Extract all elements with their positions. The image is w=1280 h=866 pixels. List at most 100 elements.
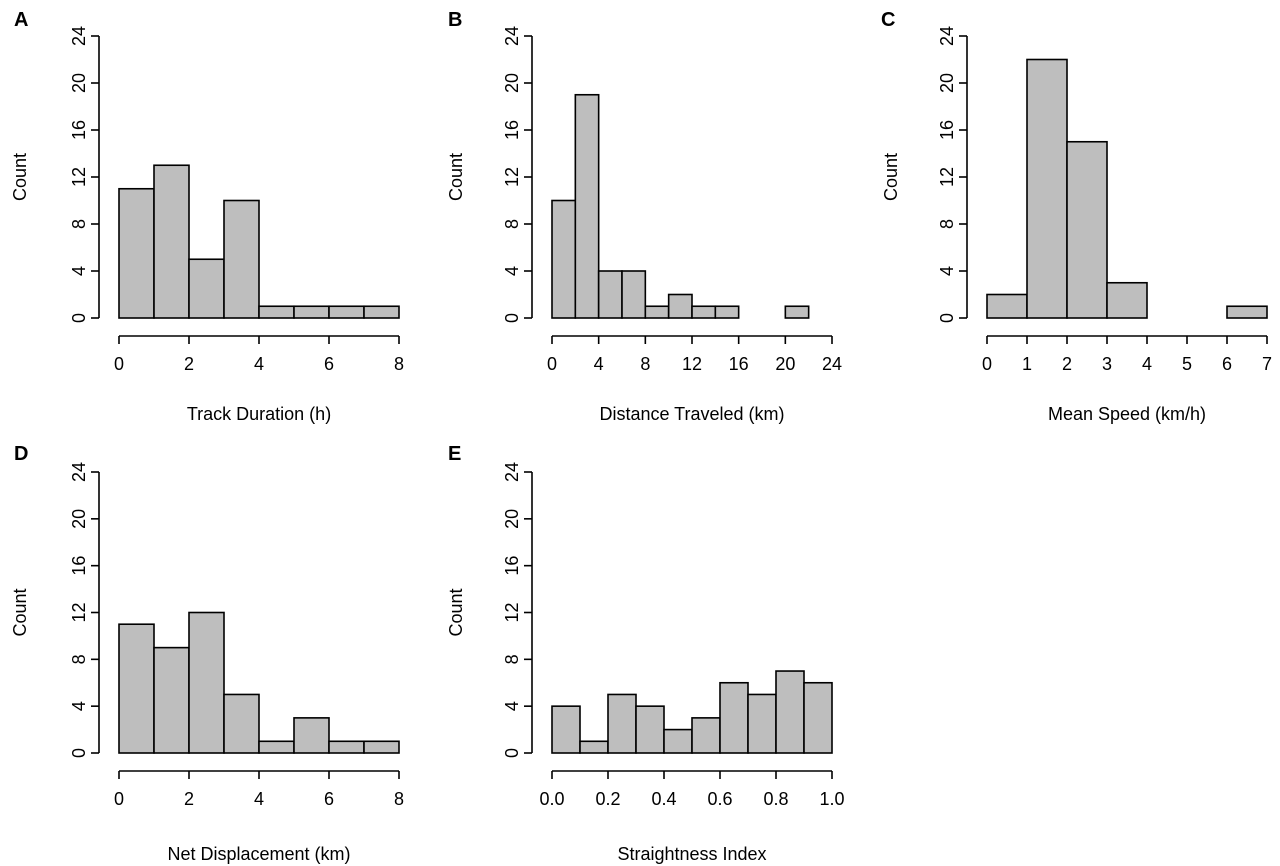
- histogram-bar: [986, 293, 1028, 319]
- y-tick-label: 4: [937, 266, 957, 276]
- y-tick-label: 16: [69, 556, 89, 576]
- y-tick-label: 24: [502, 462, 522, 482]
- y-tick-label: 0: [937, 313, 957, 323]
- y-axis-title: Count: [446, 588, 466, 636]
- y-tick-label: 12: [69, 602, 89, 622]
- x-tick-label: 24: [822, 354, 842, 374]
- x-tick-label: 8: [394, 354, 404, 374]
- histogram-bar: [328, 305, 365, 319]
- y-tick-label: 4: [502, 266, 522, 276]
- y-tick-label: 0: [502, 313, 522, 323]
- histogram-bar: [691, 305, 717, 319]
- y-tick-label: 16: [937, 120, 957, 140]
- y-tick-label: 12: [502, 167, 522, 187]
- histogram-bar: [293, 717, 330, 754]
- x-tick-label: 0.4: [651, 789, 676, 809]
- y-tick-label: 4: [69, 701, 89, 711]
- y-tick-label: 24: [937, 26, 957, 46]
- histogram-bar: [621, 270, 647, 319]
- y-tick-label: 8: [502, 654, 522, 664]
- y-tick-label: 20: [69, 73, 89, 93]
- x-tick-label: 6: [324, 789, 334, 809]
- x-axis-title: Track Duration (h): [187, 404, 331, 424]
- histogram-bar: [118, 623, 155, 754]
- histogram-bar: [223, 199, 260, 319]
- y-axis-title: Count: [10, 588, 30, 636]
- histogram-bar: [1226, 305, 1268, 319]
- x-tick-label: 0: [547, 354, 557, 374]
- histogram-bar: [153, 164, 190, 319]
- histogram-bar: [551, 705, 581, 754]
- histogram-bar: [188, 611, 225, 754]
- y-tick-label: 20: [502, 73, 522, 93]
- x-tick-label: 1.0: [819, 789, 844, 809]
- x-tick-label: 2: [184, 354, 194, 374]
- x-axis-title: Straightness Index: [617, 844, 766, 864]
- histogram-bar: [719, 681, 749, 754]
- histogram-bar: [579, 740, 609, 754]
- panel-letter: B: [448, 9, 462, 31]
- y-tick-label: 16: [502, 120, 522, 140]
- y-tick-label: 24: [502, 26, 522, 46]
- x-tick-label: 8: [394, 789, 404, 809]
- histogram-bar: [188, 258, 225, 319]
- y-tick-label: 0: [69, 748, 89, 758]
- x-tick-label: 2: [184, 789, 194, 809]
- x-tick-label: 7: [1262, 354, 1272, 374]
- histogram-bar: [663, 728, 693, 754]
- x-tick-label: 0: [114, 354, 124, 374]
- x-tick-label: 0.0: [539, 789, 564, 809]
- x-tick-label: 20: [775, 354, 795, 374]
- panel-letter: E: [448, 443, 461, 465]
- x-tick-label: 0.6: [707, 789, 732, 809]
- y-axis-title: Count: [881, 153, 901, 201]
- y-tick-label: 0: [69, 313, 89, 323]
- y-tick-label: 16: [502, 556, 522, 576]
- histogram-bar: [714, 305, 740, 319]
- x-tick-label: 8: [640, 354, 650, 374]
- histogram-bar: [328, 740, 365, 754]
- histogram-bar: [597, 270, 623, 319]
- x-tick-label: 6: [324, 354, 334, 374]
- panel-letter: D: [14, 443, 28, 465]
- x-tick-label: 4: [594, 354, 604, 374]
- y-tick-label: 12: [937, 167, 957, 187]
- y-tick-label: 4: [69, 266, 89, 276]
- histogram-bar: [644, 305, 670, 319]
- histogram-bar: [1066, 140, 1108, 319]
- x-tick-label: 4: [1142, 354, 1152, 374]
- x-tick-label: 2: [1062, 354, 1072, 374]
- y-tick-label: 24: [69, 26, 89, 46]
- y-tick-label: 24: [69, 462, 89, 482]
- histogram-bar: [667, 293, 693, 319]
- x-tick-label: 0.8: [763, 789, 788, 809]
- x-axis-title: Distance Traveled (km): [599, 404, 784, 424]
- histogram-bar: [551, 199, 577, 319]
- histogram-bar: [293, 305, 330, 319]
- panel-letter: C: [881, 9, 895, 31]
- y-axis-title: Count: [446, 153, 466, 201]
- x-tick-label: 4: [254, 789, 264, 809]
- histogram-bar: [153, 646, 190, 754]
- histogram-bar: [258, 305, 295, 319]
- x-tick-label: 5: [1182, 354, 1192, 374]
- y-tick-label: 0: [502, 748, 522, 758]
- x-tick-label: 12: [682, 354, 702, 374]
- x-axis-title: Net Displacement (km): [167, 844, 350, 864]
- x-tick-label: 0: [114, 789, 124, 809]
- histogram-bar: [607, 693, 637, 754]
- histogram-bar: [363, 305, 400, 319]
- histogram-bar: [691, 717, 721, 754]
- histogram-bar: [118, 187, 155, 319]
- histogram-bar: [775, 670, 805, 754]
- y-tick-label: 16: [69, 120, 89, 140]
- y-tick-label: 12: [69, 167, 89, 187]
- histogram-bar: [1026, 58, 1068, 319]
- x-tick-label: 6: [1222, 354, 1232, 374]
- x-tick-label: 3: [1102, 354, 1112, 374]
- x-tick-label: 16: [729, 354, 749, 374]
